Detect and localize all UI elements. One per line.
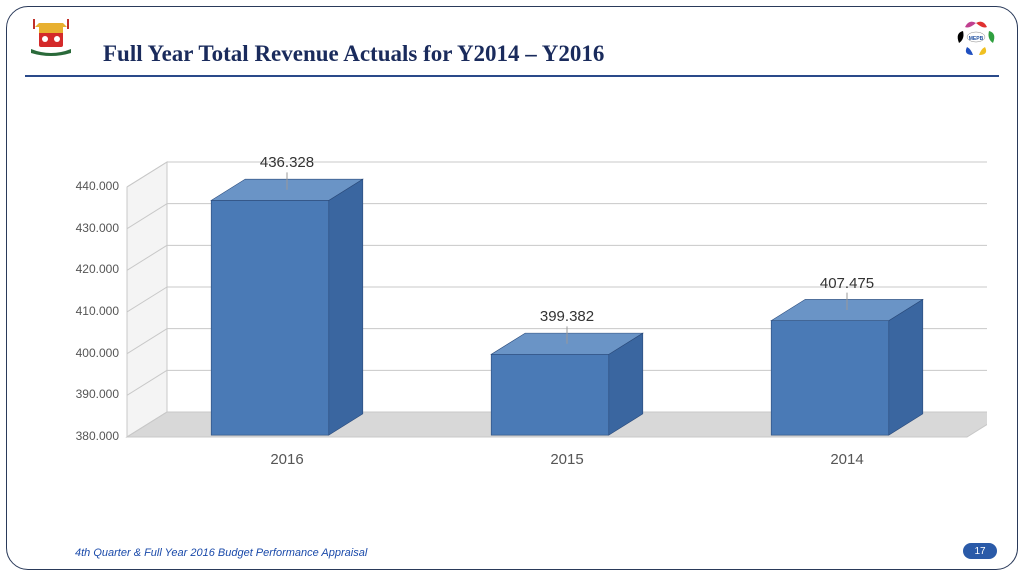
slide-frame: MEPB Full Year Total Revenue Actuals for… xyxy=(6,6,1018,570)
page-number-badge: 17 xyxy=(963,543,997,559)
y-tick-label: 440.000 xyxy=(69,179,119,193)
y-tick-label: 410.000 xyxy=(69,304,119,318)
y-tick-label: 390.000 xyxy=(69,387,119,401)
y-tick-label: 430.000 xyxy=(69,221,119,235)
page-number: 17 xyxy=(974,546,985,557)
y-tick-label: 380.000 xyxy=(69,429,119,443)
bar-value-label: 407.475 xyxy=(787,275,907,292)
revenue-bar-chart: 380.000 390.000 400.000 410.000 420.000 430.0… xyxy=(47,127,987,507)
x-category-label: 2015 xyxy=(507,451,627,468)
bar-value-label: 399.382 xyxy=(507,308,627,325)
y-tick-label: 400.000 xyxy=(69,346,119,360)
bar-value-label: 436.328 xyxy=(227,154,347,171)
title-rule xyxy=(25,75,999,77)
lagos-crest-logo xyxy=(25,17,77,57)
mepa-logo: MEPB xyxy=(953,17,999,59)
svg-text:MEPB: MEPB xyxy=(969,36,984,42)
y-tick-label: 420.000 xyxy=(69,262,119,276)
slide-title: Full Year Total Revenue Actuals for Y201… xyxy=(103,41,604,67)
x-category-label: 2016 xyxy=(227,451,347,468)
x-category-label: 2014 xyxy=(787,451,907,468)
footer-text: 4th Quarter & Full Year 2016 Budget Perf… xyxy=(75,547,367,559)
header: MEPB Full Year Total Revenue Actuals for… xyxy=(25,17,999,75)
